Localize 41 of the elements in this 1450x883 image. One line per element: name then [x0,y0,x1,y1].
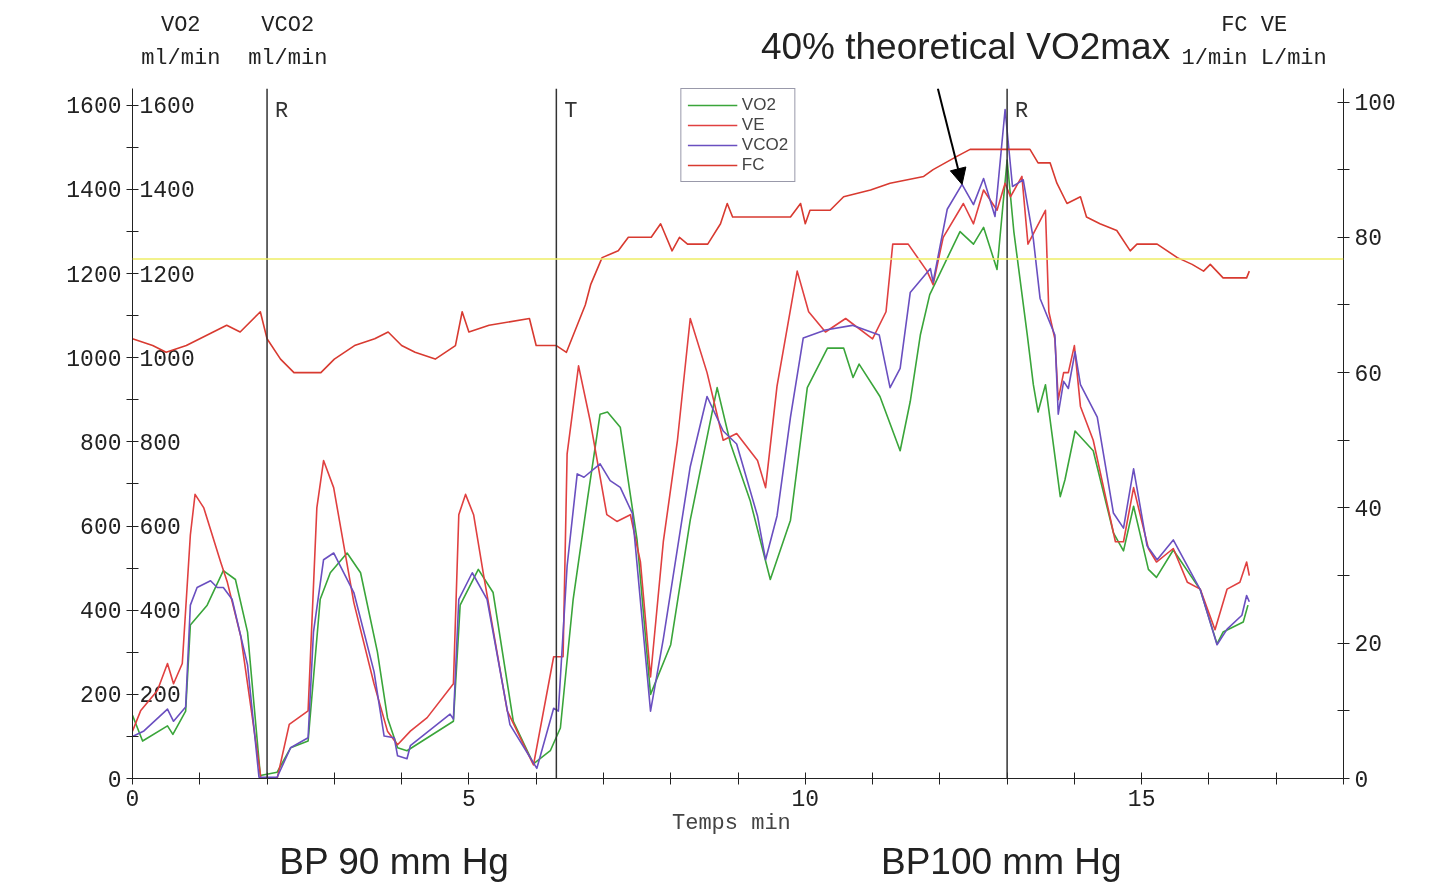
text: BP 90 mm Hg [279,840,509,882]
x-tick-label: 0 [125,786,140,813]
x-tick-label: 10 [791,786,820,813]
y2-tick-label: 60 [1354,361,1383,388]
y2-tick-label: 0 [1354,767,1369,794]
y-tick-label: 600 [80,515,122,542]
legend-label: VE [741,115,765,135]
line-series [132,148,1251,374]
text: BP100 mm Hg [880,840,1122,882]
y3-tick-label: 1000 [139,346,195,373]
y2-tick-label: 20 [1354,632,1383,659]
legend-label: FC [741,155,765,175]
x-axis-title: Temps min [671,810,791,836]
y-tick-label: 1600 [66,94,122,121]
y-tick-label: 1200 [66,262,122,289]
legend-label: VCO2 [741,135,789,155]
y3-axis-title: VCO2 ml/min [248,12,328,72]
y3-tick-label: 600 [139,515,181,542]
y-tick-label: 800 [80,430,122,457]
y-tick-label: 1400 [66,178,122,205]
y2-tick-label: 100 [1354,91,1396,118]
ref-line-label: R [1015,98,1029,124]
x-tick-label: 5 [461,786,476,813]
y2-tick-label: 40 [1354,496,1383,523]
y2-tick-label: 80 [1354,226,1383,253]
y-tick-label: 200 [80,683,122,710]
y-tick-label: 400 [80,599,122,626]
y3-tick-label: 1400 [139,178,195,205]
y-axis-title: VO2 ml/min [141,12,221,72]
y3-tick-label: 800 [139,430,181,457]
y2-axis-title: FC VE 1/min L/min [1181,12,1327,72]
x-tick-label: 15 [1127,786,1156,813]
legend-label: VO2 [741,95,776,115]
ref-line-label: R [275,98,289,124]
y-tick-label: 1000 [66,346,122,373]
y-tick-label: 0 [107,767,122,794]
ref-line-label: T [564,98,578,124]
y3-tick-label: 1200 [139,262,195,289]
annotation: 40% theoretical VO2max [760,26,1171,68]
y3-tick-label: 1600 [139,94,195,121]
y3-tick-label: 400 [139,599,181,626]
